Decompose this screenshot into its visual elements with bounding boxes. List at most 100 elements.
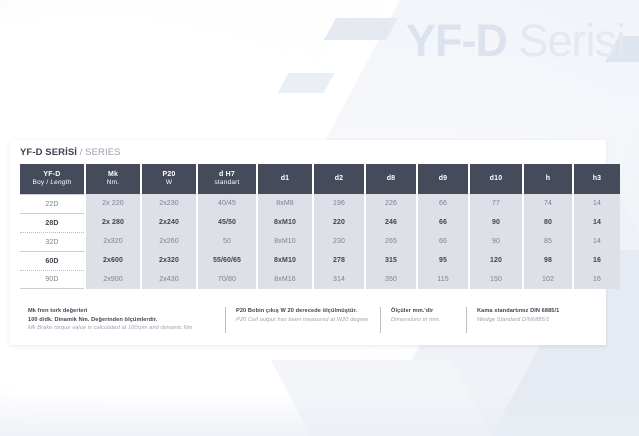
table-cell: 102 <box>524 270 572 289</box>
table-cell: 8xM10 <box>258 213 312 232</box>
table-cell: 8xM10 <box>258 232 312 251</box>
table-row: 90D 2x900 2x430 70/80 8xM16 314 350 115 150 102 16 <box>20 270 620 289</box>
table-cell: 14 <box>574 194 620 213</box>
footnote-text: Kama standartımız DIN 6885/1 <box>477 308 560 314</box>
header-line-secondary: Boy / Length <box>32 179 72 187</box>
table-column-header-mk: Mk Nm. <box>86 164 140 194</box>
page-title-light: / SERIES <box>79 147 121 158</box>
table-cell: 2x230 <box>142 194 196 213</box>
table-cell: 66 <box>418 213 468 232</box>
background-parallelogram-a <box>324 18 398 40</box>
header-line-primary: d1 <box>280 175 290 183</box>
footnote-translation: Wedge Standard DIN6885/1 <box>477 316 550 323</box>
table-cell: 85 <box>524 232 572 251</box>
table-cell-model: 22D <box>20 194 84 213</box>
table-cell: 2x600 <box>86 251 140 270</box>
table-cell: 74 <box>524 194 572 213</box>
header-line-secondary: Nm. <box>106 179 120 187</box>
footnote-translation: Mk Brake torque value is calculated at 1… <box>28 325 193 332</box>
footnote: Kama standartımız DIN 6885/1 Wedge Standa… <box>466 307 596 333</box>
page-title-bold: YF-D SERİSİ <box>20 147 78 158</box>
table-cell: 150 <box>470 270 522 289</box>
table-cell: 220 <box>314 213 364 232</box>
table-cell: 278 <box>314 251 364 270</box>
table-column-header-d10: d10 <box>470 164 522 194</box>
table-cell: 2x240 <box>142 213 196 232</box>
table-column-header-d2: d2 <box>314 164 364 194</box>
table-cell: 120 <box>470 251 522 270</box>
table-cell: 77 <box>470 194 522 213</box>
table-cell: 2x260 <box>142 232 196 251</box>
header-line-primary: d8 <box>386 175 396 183</box>
footnote: Mk fren tork değerleri 100 d/dk. Dinamik … <box>20 307 225 333</box>
table-cell: 66 <box>418 232 468 251</box>
table-column-header-d9: d9 <box>418 164 468 194</box>
header-line-primary: P20 <box>162 170 176 178</box>
table-cell: 80 <box>524 213 572 232</box>
table-cell: 16 <box>574 251 620 270</box>
specification-card: YF-D SERİSİ / SERIES YF-D Boy / Length Mk N… <box>10 140 620 345</box>
table-cell: 115 <box>418 270 468 289</box>
table-column-header-d8: d8 <box>366 164 416 194</box>
page-title: YF-D SERİSİ / SERIES <box>18 146 598 164</box>
header-line-primary: d H7 <box>219 170 235 178</box>
background-band-bottom <box>0 392 639 436</box>
table-cell: 40/45 <box>198 194 256 213</box>
table-cell: 45/50 <box>198 213 256 232</box>
table-cell: 95 <box>418 251 468 270</box>
table-body: 22D 2x 220 2x230 40/45 8xM8 196 226 66 77 74 14 28D… <box>20 194 620 289</box>
header-line-primary: d2 <box>334 175 344 183</box>
footnote-text: 100 d/dk. Dinamik Nm. Değerinden ölçümle… <box>28 316 158 323</box>
table-column-header-h: h <box>524 164 572 194</box>
table-cell: 90 <box>470 232 522 251</box>
table-cell: 8xM16 <box>258 270 312 289</box>
header-line-primary: h3 <box>592 175 602 183</box>
table-cell: 230 <box>314 232 364 251</box>
table-cell: 2x900 <box>86 270 140 289</box>
footnote-text: Mk fren tork değerleri <box>28 308 88 314</box>
header-line-secondary: standart <box>214 179 240 187</box>
table-cell: 14 <box>574 213 620 232</box>
table-cell: 350 <box>366 270 416 289</box>
table-cell: 226 <box>366 194 416 213</box>
footnote-text: P20 Bobin çıkış W 20 derecede ölçülmüştü… <box>236 308 358 314</box>
table-cell-model: 90D <box>20 270 84 289</box>
table-cell: 8xM8 <box>258 194 312 213</box>
table-cell: 265 <box>366 232 416 251</box>
table-row: 60D 2x600 2x320 55/60/65 8xM10 278 315 95 120 98 1… <box>20 251 620 270</box>
table-cell: 98 <box>524 251 572 270</box>
watermark-title: YF-D Serisi <box>406 18 626 63</box>
table-cell-model: 32D <box>20 232 84 251</box>
table-cell: 196 <box>314 194 364 213</box>
header-line-primary: d10 <box>489 175 503 183</box>
table-cell: 55/60/65 <box>198 251 256 270</box>
table-cell: 2x320 <box>86 232 140 251</box>
footnotes: Mk fren tork değerleri 100 d/dk. Dinamik … <box>18 301 598 337</box>
table-cell: 2x320 <box>142 251 196 270</box>
table-cell: 2x 220 <box>86 194 140 213</box>
table-cell: 314 <box>314 270 364 289</box>
table-row: 32D 2x320 2x260 50 8xM10 230 265 66 90 85 14 <box>20 232 620 251</box>
table-cell: 70/80 <box>198 270 256 289</box>
table-cell: 14 <box>574 232 620 251</box>
table-cell: 50 <box>198 232 256 251</box>
header-line-secondary: W <box>165 179 173 187</box>
table-cell: 246 <box>366 213 416 232</box>
table-cell: 8xM10 <box>258 251 312 270</box>
table-row: 28D 2x 280 2x240 45/50 8xM10 220 246 66 90 80 14 <box>20 213 620 232</box>
footnote-translation: P20 Coil output has been measured at W20… <box>236 316 369 323</box>
table-column-header-yf-d: YF-D Boy / Length <box>20 164 84 194</box>
header-line-primary: h <box>545 175 551 183</box>
table-column-header-p20: P20 W <box>142 164 196 194</box>
footnote: Ölçüler mm.'dir Dimensions in mm. <box>380 307 466 333</box>
table-cell: 2x430 <box>142 270 196 289</box>
footnote-translation: Dimensions in mm. <box>391 316 441 323</box>
footnote: P20 Bobin çıkış W 20 derecede ölçülmüştü… <box>225 307 380 333</box>
table-cell: 16 <box>574 270 620 289</box>
table-column-header-d-h7: d H7 standart <box>198 164 256 194</box>
header-line-primary: YF-D <box>43 170 61 178</box>
header-line-primary: d9 <box>438 175 448 183</box>
